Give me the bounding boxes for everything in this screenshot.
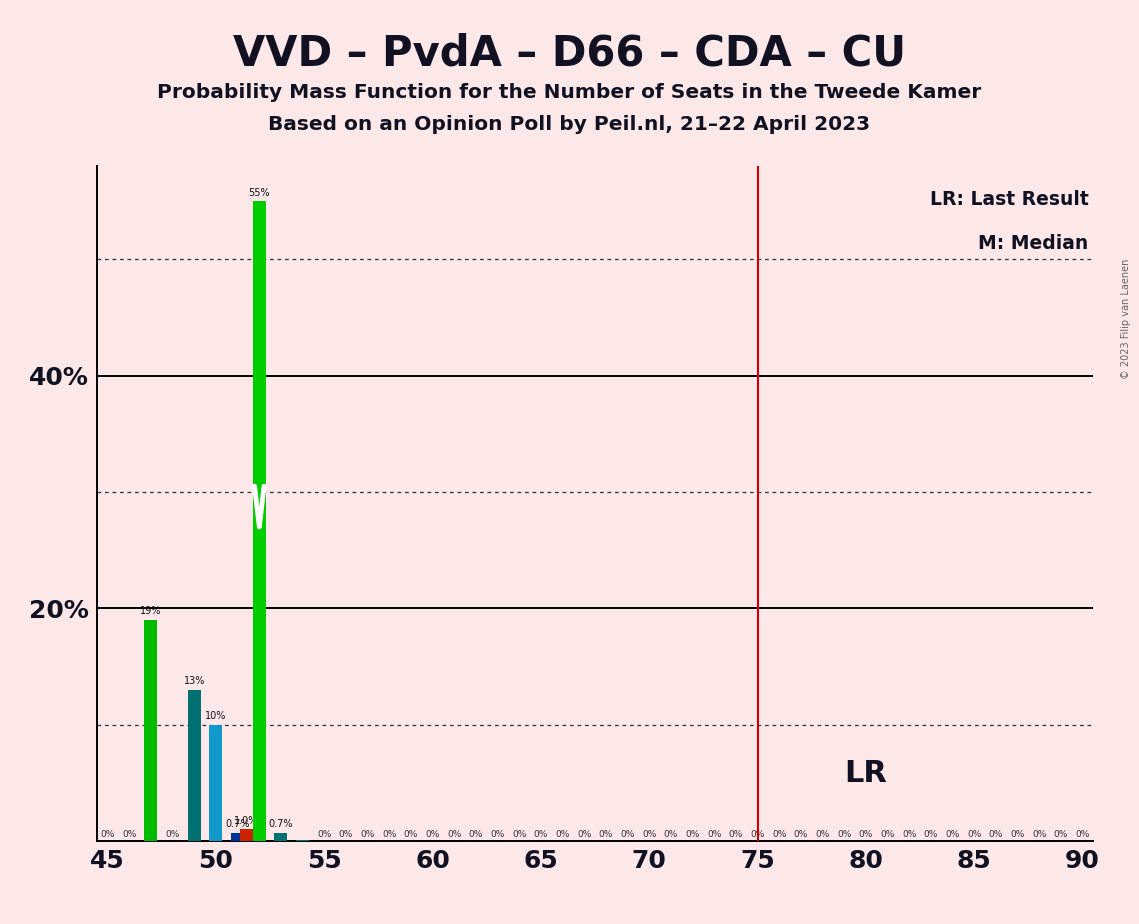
Text: VVD – PvdA – D66 – CDA – CU: VVD – PvdA – D66 – CDA – CU <box>233 32 906 74</box>
Bar <box>274 833 287 841</box>
Bar <box>210 724 222 841</box>
Text: 0%: 0% <box>491 830 505 839</box>
Text: 13%: 13% <box>183 676 205 687</box>
Text: 0%: 0% <box>707 830 721 839</box>
Text: 0%: 0% <box>1032 830 1047 839</box>
Text: 0%: 0% <box>1010 830 1025 839</box>
Text: 0.7%: 0.7% <box>269 820 293 829</box>
Text: 0%: 0% <box>967 830 982 839</box>
Text: 0%: 0% <box>1054 830 1068 839</box>
Text: 0%: 0% <box>513 830 526 839</box>
Text: 0%: 0% <box>751 830 764 839</box>
Text: 0%: 0% <box>360 830 375 839</box>
Text: 0%: 0% <box>1075 830 1090 839</box>
Text: 0%: 0% <box>317 830 331 839</box>
Text: 0%: 0% <box>880 830 895 839</box>
Text: 0%: 0% <box>426 830 440 839</box>
Text: LR: Last Result: LR: Last Result <box>929 190 1089 209</box>
Text: 0%: 0% <box>382 830 396 839</box>
Text: 1.0%: 1.0% <box>235 816 259 826</box>
Bar <box>188 689 200 841</box>
Text: 0%: 0% <box>599 830 613 839</box>
Text: Based on an Opinion Poll by Peil.nl, 21–22 April 2023: Based on an Opinion Poll by Peil.nl, 21–… <box>269 116 870 135</box>
Text: M: Median: M: Median <box>978 234 1089 253</box>
Text: 0%: 0% <box>404 830 418 839</box>
Text: 55%: 55% <box>248 188 270 198</box>
Text: 0%: 0% <box>945 830 960 839</box>
Text: 0%: 0% <box>100 830 115 839</box>
Text: 0%: 0% <box>902 830 917 839</box>
Text: 0%: 0% <box>556 830 570 839</box>
Text: 0%: 0% <box>859 830 874 839</box>
Text: Probability Mass Function for the Number of Seats in the Tweede Kamer: Probability Mass Function for the Number… <box>157 83 982 103</box>
Text: 0%: 0% <box>122 830 137 839</box>
Text: 0%: 0% <box>686 830 699 839</box>
Text: 0%: 0% <box>989 830 1003 839</box>
Bar <box>240 829 253 841</box>
Text: 0%: 0% <box>729 830 743 839</box>
Text: 0%: 0% <box>338 830 353 839</box>
Text: 0%: 0% <box>664 830 678 839</box>
Text: 0%: 0% <box>577 830 591 839</box>
Bar <box>253 201 265 841</box>
Text: LR: LR <box>844 759 887 788</box>
Text: 0%: 0% <box>924 830 939 839</box>
Text: 0%: 0% <box>837 830 852 839</box>
Bar <box>231 833 244 841</box>
Text: 0.7%: 0.7% <box>226 820 249 829</box>
Text: 0%: 0% <box>469 830 483 839</box>
Bar <box>145 620 157 841</box>
Text: 10%: 10% <box>205 711 227 721</box>
Text: 0%: 0% <box>534 830 548 839</box>
Text: 0%: 0% <box>448 830 461 839</box>
Text: 0%: 0% <box>165 830 180 839</box>
Text: 0%: 0% <box>816 830 830 839</box>
Text: 0%: 0% <box>794 830 809 839</box>
Text: © 2023 Filip van Laenen: © 2023 Filip van Laenen <box>1121 259 1131 379</box>
Text: 19%: 19% <box>140 606 162 616</box>
Text: 0%: 0% <box>772 830 786 839</box>
Text: 0%: 0% <box>621 830 634 839</box>
Text: 0%: 0% <box>642 830 656 839</box>
Bar <box>296 840 309 841</box>
